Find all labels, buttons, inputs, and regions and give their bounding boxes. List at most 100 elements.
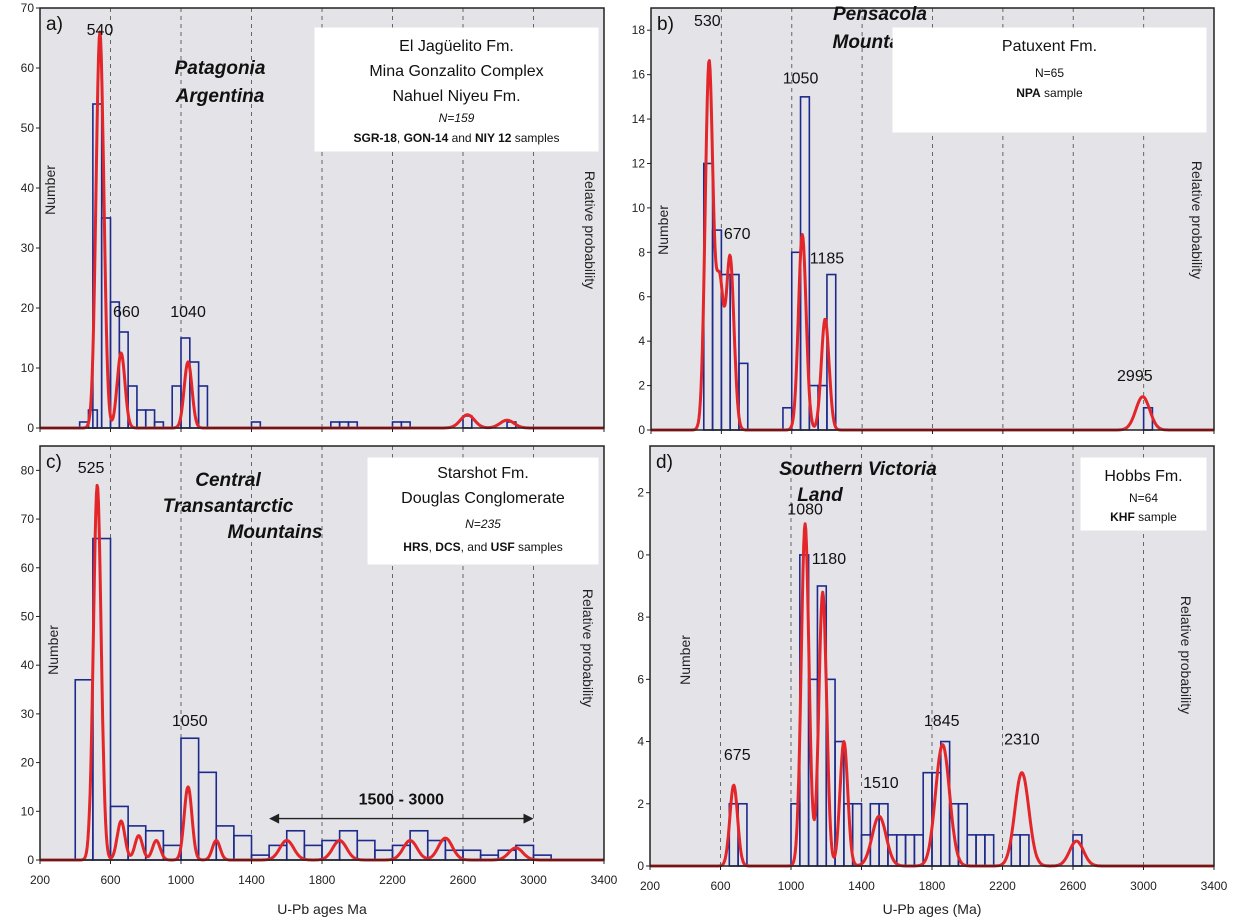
legend-sample-part: KHF xyxy=(1110,510,1135,524)
legend-samples: KHF sample xyxy=(1110,510,1177,524)
legend-formation: Hobbs Fm. xyxy=(1104,468,1182,485)
y-tick-label: 0 xyxy=(638,423,645,437)
y-axis-label-right: Relative probability xyxy=(1178,596,1194,714)
panel-letter: b) xyxy=(657,14,674,35)
y-tick-label: 30 xyxy=(21,707,35,721)
x-tick-label: 600 xyxy=(100,873,120,887)
peak-label: 530 xyxy=(694,13,721,30)
legend-samples: HRS, DCS, and USF samples xyxy=(403,540,562,554)
region-title: Southern Victoria xyxy=(779,459,937,480)
peak-label: 1040 xyxy=(170,304,206,321)
peak-label: 2995 xyxy=(1117,368,1153,385)
y-axis-label-right: Relative probability xyxy=(582,171,598,289)
y-tick-label: 30 xyxy=(21,241,35,255)
x-tick-label: 3400 xyxy=(591,873,618,887)
y-axis-label: Number xyxy=(42,165,58,215)
legend-sample-part: , and xyxy=(461,540,491,554)
peak-label: 1080 xyxy=(787,501,823,518)
legend-box xyxy=(314,27,599,152)
region-title: Land xyxy=(797,485,843,506)
peak-label: 525 xyxy=(78,460,105,477)
legend-sample-part: GON-14 xyxy=(404,131,449,145)
y-axis-label: Number xyxy=(45,625,61,675)
x-tick-label: 1000 xyxy=(778,879,805,893)
legend-n: N=65 xyxy=(1035,66,1064,80)
peak-label: 1050 xyxy=(783,71,819,88)
legend-sample-part: , xyxy=(429,540,436,554)
x-axis-label: U-Pb ages (Ma) xyxy=(883,901,982,917)
y-tick-label: 10 xyxy=(21,361,35,375)
legend-formation: Nahuel Niyeu Fm. xyxy=(392,88,520,105)
y-axis-label: Number xyxy=(677,635,693,685)
y-tick-label: 2 xyxy=(638,379,645,393)
x-tick-label: 3400 xyxy=(1201,879,1228,893)
y-tick-label: 10 xyxy=(632,201,646,215)
y-tick-label: 60 xyxy=(21,61,35,75)
legend-sample-part: SGR-18 xyxy=(354,131,398,145)
x-tick-label: 2600 xyxy=(1060,879,1087,893)
legend-sample-part: sample xyxy=(1041,86,1083,100)
y-tick-label: 70 xyxy=(21,512,35,526)
legend-n: N=159 xyxy=(439,111,475,125)
peak-label: 670 xyxy=(724,226,751,243)
x-tick-label: 600 xyxy=(710,879,730,893)
y-tick-label: 20 xyxy=(21,301,35,315)
range-label: 1500 - 3000 xyxy=(359,792,445,809)
y-tick-label: 0 xyxy=(27,421,34,435)
peak-label: 1185 xyxy=(810,250,845,267)
y-tick-label: 2 xyxy=(637,486,644,500)
legend-sample-part: NIY 12 xyxy=(475,131,512,145)
legend-sample-part: samples xyxy=(515,540,563,554)
legend-sample-part: samples xyxy=(511,131,559,145)
x-tick-label: 1800 xyxy=(919,879,946,893)
peak-label: 1510 xyxy=(863,775,899,792)
x-tick-label: 200 xyxy=(30,873,50,887)
x-axis-label: U-Pb ages Ma xyxy=(277,901,367,917)
legend-sample-part: and xyxy=(448,131,475,145)
legend-n: N=235 xyxy=(465,517,501,531)
y-tick-label: 6 xyxy=(638,290,645,304)
x-tick-label: 1400 xyxy=(848,879,875,893)
peak-label: 1050 xyxy=(172,713,208,730)
legend-sample-part: , xyxy=(397,131,404,145)
panel-letter: d) xyxy=(656,452,673,473)
region-title: Pensacola xyxy=(833,4,927,25)
region-title: Transantarctic xyxy=(163,496,294,517)
panel-letter: a) xyxy=(46,14,63,35)
panel-a: 0 10 20 30 40 50 60 70 a) Patagonia Argentina Numbe… xyxy=(21,1,605,435)
x-tick-label: 2600 xyxy=(450,873,477,887)
panel-letter: c) xyxy=(46,452,62,473)
x-tick-label: 200 xyxy=(640,879,660,893)
y-tick-label: 40 xyxy=(21,658,35,672)
legend-box xyxy=(1080,457,1207,531)
legend-box xyxy=(892,27,1207,133)
peak-label: 675 xyxy=(724,747,751,764)
y-axis-label-right: Relative probability xyxy=(580,589,596,707)
y-tick-label: 12 xyxy=(632,156,646,170)
legend-formation: Mina Gonzalito Complex xyxy=(369,63,543,80)
peak-label: 660 xyxy=(113,304,140,321)
y-tick-label: 2 xyxy=(637,797,644,811)
y-tick-label: 18 xyxy=(632,23,646,37)
y-tick-label: 60 xyxy=(21,561,35,575)
y-tick-label: 16 xyxy=(632,68,646,82)
x-tick-label: 3000 xyxy=(1130,879,1157,893)
x-tick-label: 1400 xyxy=(238,873,265,887)
legend-sample-part: DCS xyxy=(435,540,460,554)
legend-samples: SGR-18, GON-14 and NIY 12 samples xyxy=(354,131,560,145)
y-tick-label: 10 xyxy=(21,804,35,818)
peak-label: 540 xyxy=(87,22,114,39)
legend-formation: El Jagüelito Fm. xyxy=(399,38,514,55)
legend-samples: NPA sample xyxy=(1016,86,1083,100)
legend-box xyxy=(367,457,599,565)
panel-c: 0 10 20 30 40 50 60 70 80 200 600 1000 1400 1800 2200 2… xyxy=(21,445,618,917)
y-tick-label: 6 xyxy=(637,672,644,686)
legend-formation: Starshot Fm. xyxy=(437,465,529,482)
y-tick-label: 40 xyxy=(21,181,35,195)
legend-sample-part: HRS xyxy=(403,540,428,554)
peak-label: 1180 xyxy=(812,551,847,568)
y-tick-label: 8 xyxy=(638,245,645,259)
